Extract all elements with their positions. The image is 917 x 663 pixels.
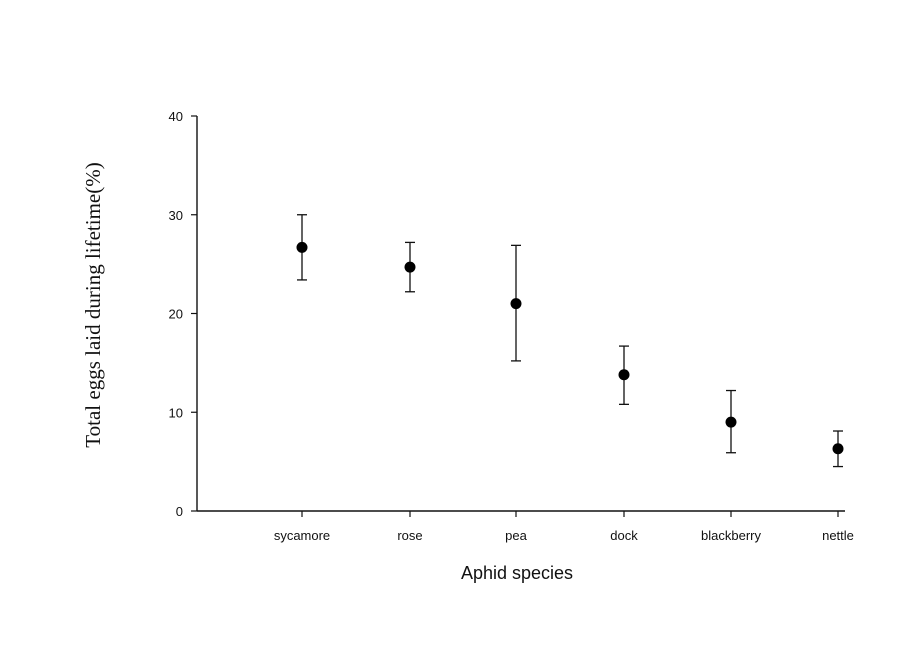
- x-tick-label: sycamore: [274, 528, 330, 543]
- x-tick-label: dock: [610, 528, 638, 543]
- data-point: [404, 261, 416, 273]
- y-ticks: 0 10 20 30 40: [169, 109, 197, 519]
- x-tick-label: pea: [505, 528, 527, 543]
- y-tick-label: 10: [169, 405, 183, 420]
- axes: [196, 116, 845, 512]
- data-points: [296, 241, 844, 455]
- x-tick-label: nettle: [822, 528, 854, 543]
- data-point: [296, 241, 308, 253]
- y-axis-label: Total eggs laid during lifetime(%): [81, 162, 105, 447]
- y-tick-label: 0: [176, 504, 183, 519]
- error-bars: [297, 214, 843, 468]
- data-point: [618, 369, 630, 381]
- data-point: [510, 298, 522, 310]
- x-tick-label: rose: [397, 528, 422, 543]
- y-tick-label: 40: [169, 109, 183, 124]
- data-point: [725, 416, 737, 428]
- x-tick-label: blackberry: [701, 528, 761, 543]
- y-tick-label: 20: [169, 307, 183, 322]
- x-axis-label: Aphid species: [461, 563, 573, 583]
- data-point: [832, 443, 844, 455]
- y-tick-label: 30: [169, 208, 183, 223]
- x-ticks: sycamore rose pea dock blackberry nettle: [274, 511, 854, 543]
